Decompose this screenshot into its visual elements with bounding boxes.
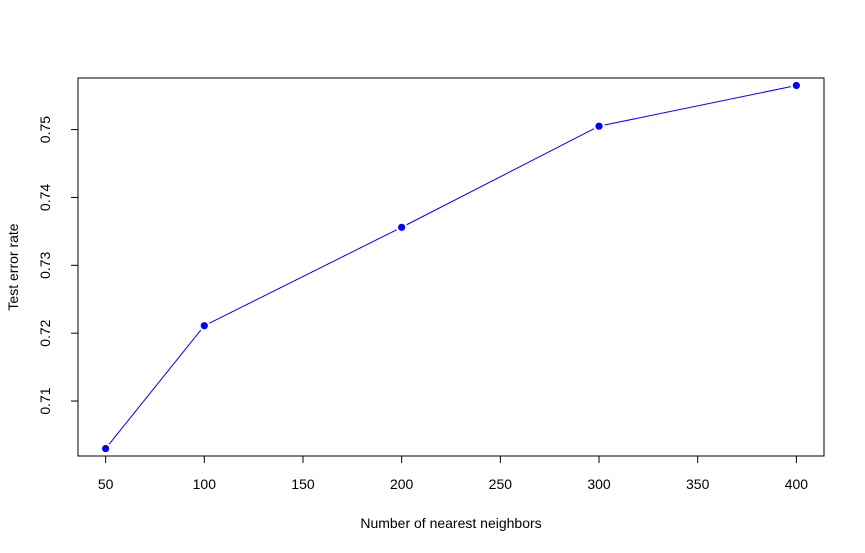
y-axis-title: Test error rate bbox=[5, 223, 21, 310]
series-line-segment bbox=[209, 229, 397, 324]
data-point bbox=[792, 81, 800, 90]
data-series bbox=[102, 81, 800, 453]
series-line-segment bbox=[406, 128, 595, 226]
x-tick-label: 400 bbox=[785, 476, 809, 492]
x-tick-label: 200 bbox=[390, 476, 414, 492]
data-point bbox=[398, 223, 406, 231]
x-axis-title: Number of nearest neighbors bbox=[360, 515, 541, 531]
plot-frame bbox=[77, 77, 825, 457]
x-axis: 50 100 150 200 250 300 350 400 bbox=[98, 455, 809, 492]
series-line-segment bbox=[108, 329, 202, 445]
x-tick-label: 150 bbox=[291, 476, 315, 492]
y-tick-label: 0.73 bbox=[37, 251, 53, 278]
x-tick-label: 50 bbox=[98, 476, 114, 492]
x-tick-label: 250 bbox=[489, 476, 513, 492]
x-tick-label: 300 bbox=[587, 476, 611, 492]
y-tick-label: 0.71 bbox=[37, 387, 53, 414]
y-axis: 0.71 0.72 0.73 0.74 0.75 bbox=[37, 116, 79, 415]
series-line-segment bbox=[604, 86, 791, 126]
x-tick-label: 100 bbox=[193, 476, 217, 492]
data-point bbox=[102, 444, 110, 453]
y-tick-label: 0.75 bbox=[37, 116, 53, 143]
data-point bbox=[595, 122, 603, 130]
y-tick-label: 0.72 bbox=[37, 319, 53, 346]
x-tick-label: 350 bbox=[686, 476, 710, 492]
y-tick-label: 0.74 bbox=[37, 184, 53, 211]
data-point bbox=[200, 322, 208, 330]
